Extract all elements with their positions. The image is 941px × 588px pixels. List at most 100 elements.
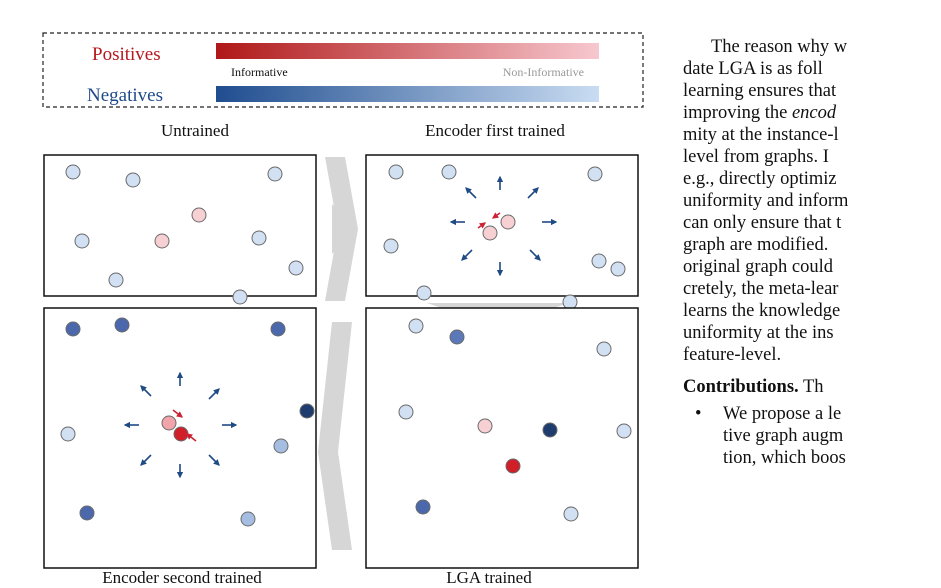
panel-title-untrained: Untrained [161, 121, 229, 140]
contributions-heading: Contributions. [683, 377, 799, 397]
negative-node [270, 321, 286, 337]
paragraph-line: date LGA is as foll [683, 59, 823, 79]
bullet-line: We propose a le [723, 404, 842, 424]
panel-title-lga: LGA trained [446, 568, 532, 587]
negative-node [240, 511, 256, 527]
negative-node [288, 260, 304, 276]
paragraph-line: The reason why w [711, 37, 848, 57]
negative-node [542, 422, 558, 438]
negative-node [416, 285, 432, 301]
repel-arrow [529, 249, 541, 261]
paragraph-line: level from graphs. I [683, 147, 829, 167]
legend: Positives Negatives Informative Non-Info… [42, 32, 644, 108]
negative-node [388, 164, 404, 180]
paragraph-line: cretely, the meta-lear [683, 279, 839, 299]
panel-encoder-first-nodes [383, 164, 626, 310]
panel-encoder-second-arrows [123, 371, 238, 479]
negative-node [74, 233, 90, 249]
negative-node [596, 341, 612, 357]
repel-arrow [461, 249, 473, 261]
panel-lga-nodes [398, 318, 632, 522]
negative-node [232, 289, 248, 305]
negative-node [415, 499, 431, 515]
negative-node [65, 164, 81, 180]
panel-encoder-first-arrows [449, 175, 558, 277]
negative-node [273, 438, 289, 454]
panel-untrained [43, 154, 317, 305]
flow-arrow-right-body [325, 157, 358, 301]
attract-arrow [491, 212, 501, 219]
attract-arrow [172, 409, 184, 418]
contributions-tail: Th [798, 377, 824, 397]
panel-encoder-first-attract [477, 212, 501, 229]
panel-encoder-second-nodes [60, 317, 315, 527]
negative-node [125, 172, 141, 188]
paragraph-line: learning ensures that [683, 81, 837, 101]
attract-arrow [477, 222, 487, 229]
body-text-column: The reason why w date LGA is as foll learn… [683, 36, 941, 588]
paragraph-line: can only ensure that t [683, 213, 842, 233]
negative-node [79, 505, 95, 521]
repel-arrow [527, 187, 539, 199]
positive-node [505, 458, 521, 474]
repel-arrow [465, 187, 477, 199]
panel-lga [365, 307, 639, 569]
positive-node [154, 233, 170, 249]
paragraph-line: feature-level. [683, 345, 782, 365]
panel-frame [365, 307, 639, 569]
negative-node [299, 403, 315, 419]
legend-informative-label: Informative [231, 65, 288, 79]
repel-arrow [140, 454, 152, 466]
negative-node [587, 166, 603, 182]
panel-encoder-second [43, 307, 317, 569]
panel-title-encoder-first: Encoder first trained [425, 121, 565, 140]
positive-node [500, 214, 516, 230]
bullet-line: tive graph augm [723, 426, 844, 446]
paragraph-line: graph are modified. [683, 235, 829, 255]
positive-node [173, 426, 189, 442]
positive-node [191, 207, 207, 223]
panel-encoder-second-attract [172, 409, 197, 442]
negative-node [65, 321, 81, 337]
paragraph-line: learns the knowledge [683, 301, 841, 321]
legend-negatives-label: Negatives [87, 85, 163, 106]
panel-untrained-nodes [65, 164, 304, 305]
negative-node [616, 423, 632, 439]
legend-negative-bar [216, 86, 599, 102]
negative-node [267, 166, 283, 182]
contributions-line: Contributions. Th [683, 376, 824, 398]
paragraph-line: mity at the instance-l [683, 125, 839, 145]
bullet-marker: • [695, 404, 702, 424]
negative-node [563, 506, 579, 522]
bullet-line: tion, which boos [723, 448, 846, 468]
legend-box [42, 32, 644, 108]
negative-node [449, 329, 465, 345]
negative-node [408, 318, 424, 334]
legend-non-informative-label: Non-Informative [503, 65, 584, 79]
negative-node [591, 253, 607, 269]
flow-arrow-left [318, 322, 352, 550]
positive-node [161, 415, 177, 431]
legend-positive-bar [216, 43, 599, 59]
positive-node [482, 225, 498, 241]
negative-node [108, 272, 124, 288]
paragraph-line: e.g., directly optimiz [683, 169, 837, 189]
negative-node [60, 426, 76, 442]
negative-node [441, 164, 457, 180]
legend-positives-label: Positives [92, 44, 161, 65]
repel-arrow [208, 388, 220, 400]
panel-encoder-first [365, 154, 639, 310]
paragraph-line: original graph could [683, 257, 834, 277]
negative-node [114, 317, 130, 333]
negative-node [562, 294, 578, 310]
attract-arrow [185, 433, 197, 442]
figure-diagram: Positives Negatives Informative Non-Info… [42, 32, 644, 587]
negative-node [251, 230, 267, 246]
repel-arrow [208, 454, 220, 466]
paragraph-line: improving the encod [683, 103, 837, 123]
paragraph-line: uniformity at the ins [683, 323, 834, 343]
negative-node [398, 404, 414, 420]
negative-node [383, 238, 399, 254]
negative-node [610, 261, 626, 277]
positive-node [477, 418, 493, 434]
